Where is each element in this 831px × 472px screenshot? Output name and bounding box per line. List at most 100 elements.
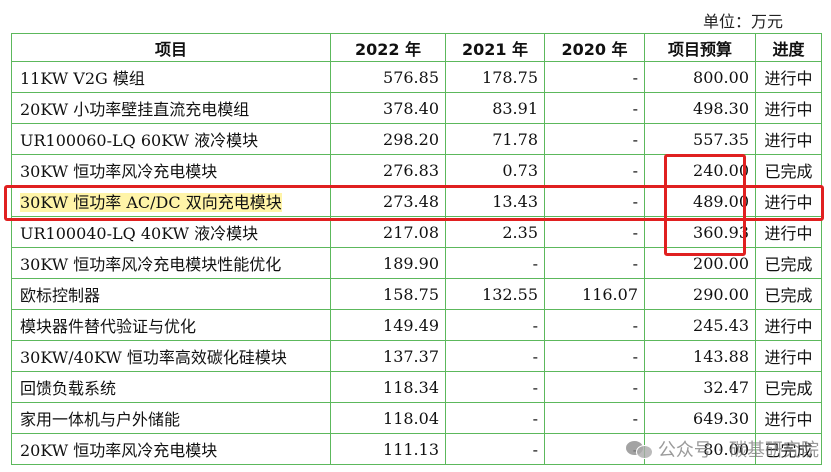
- project-name: 30KW 恒功率风冷充电模块: [20, 162, 218, 181]
- cell-project: 11KW V2G 模组: [11, 61, 331, 93]
- cell-2020: -: [544, 309, 645, 341]
- cell-2022: 378.40: [330, 92, 446, 124]
- cell-budget: 557.35: [644, 123, 756, 155]
- cell-project: 30KW 恒功率 AC/DC 双向充电模块: [11, 185, 331, 217]
- cell-2022: 298.20: [330, 123, 446, 155]
- project-name: 20KW 恒功率风冷充电模块: [20, 441, 218, 460]
- cell-progress: 已完成: [755, 247, 822, 279]
- cell-project: 欧标控制器: [11, 278, 331, 310]
- cell-progress: 进行中: [755, 402, 822, 434]
- cell-2021: 132.55: [445, 278, 545, 310]
- table-row: 30KW 恒功率 AC/DC 双向充电模块 273.48 13.43-489.00 进…: [11, 185, 822, 217]
- cell-2022: 273.48: [330, 185, 446, 217]
- wechat-icon: [625, 439, 653, 459]
- cell-project: 30KW/40KW 恒功率高效碳化硅模块: [11, 340, 331, 372]
- cell-2020: -: [544, 61, 645, 93]
- cell-project: 回馈负载系统: [11, 371, 331, 403]
- cell-2021: -: [445, 402, 545, 434]
- cell-budget: 80.00: [644, 433, 756, 465]
- cell-2020: -: [544, 247, 645, 279]
- cell-progress: 已完成: [755, 154, 822, 186]
- cell-2021: -: [445, 247, 545, 279]
- cell-2022: 217.08: [330, 216, 446, 248]
- table-row: 家用一体机与户外储能 118.04- -649.30 进行中: [11, 402, 822, 434]
- table-row: 欧标控制器 158.75 132.55 116.07 290.00 已完成: [11, 278, 822, 310]
- cell-budget: 290.00: [644, 278, 756, 310]
- header-2022: 2022 年: [330, 33, 446, 62]
- cell-2022: 149.49: [330, 309, 446, 341]
- cell-budget: 200.00: [644, 247, 756, 279]
- cell-progress: 进行中: [755, 309, 822, 341]
- cell-2022: 137.37: [330, 340, 446, 372]
- project-name: UR100040-LQ 40KW 液冷模块: [20, 224, 259, 243]
- table-row: 30KW 恒功率风冷充电模块 276.83 0.73-240.00 已完成: [11, 154, 822, 186]
- cell-budget: 32.47: [644, 371, 756, 403]
- cell-progress: 进行中: [755, 340, 822, 372]
- table-row: 20KW 小功率壁挂直流充电模组 378.40 83.91-498.30 进行中: [11, 92, 822, 124]
- project-name: 家用一体机与户外储能: [20, 410, 181, 429]
- header-2020: 2020 年: [544, 33, 645, 62]
- project-name: 30KW 恒功率 AC/DC 双向充电模块: [20, 193, 282, 212]
- project-name: 11KW V2G 模组: [20, 69, 145, 88]
- project-name: 回馈负载系统: [20, 379, 117, 398]
- cell-2020: -: [544, 402, 645, 434]
- cell-2022: 189.90: [330, 247, 446, 279]
- header-project: 项目: [11, 33, 331, 62]
- cell-progress: 进行中: [755, 185, 822, 217]
- cell-2022: 576.85: [330, 61, 446, 93]
- cell-2021: 71.78: [445, 123, 545, 155]
- cell-2020: -: [544, 340, 645, 372]
- table-row: UR100060-LQ 60KW 液冷模块 298.20 71.78-557.35 进…: [11, 123, 822, 155]
- watermark-text: 公众号 · 碳基研究院: [657, 440, 819, 461]
- cell-2020: 116.07: [544, 278, 645, 310]
- header-2021: 2021 年: [445, 33, 545, 62]
- cell-budget: 800.00: [644, 61, 756, 93]
- cell-progress: 进行中: [755, 216, 822, 248]
- cell-budget: 489.00: [644, 185, 756, 217]
- cell-progress: 已完成: [755, 371, 822, 403]
- cell-budget: 245.43: [644, 309, 756, 341]
- cell-2022: 118.34: [330, 371, 446, 403]
- project-name: 欧标控制器: [20, 286, 101, 305]
- cell-project: 模块器件替代验证与优化: [11, 309, 331, 341]
- table-row: 模块器件替代验证与优化 149.49- -245.43 进行中: [11, 309, 822, 341]
- table-row: 11KW V2G 模组 576.85 178.75-800.00 进行中: [11, 61, 822, 93]
- project-name: 30KW 恒功率风冷充电模块性能优化: [20, 255, 282, 274]
- cell-progress: 进行中: [755, 123, 822, 155]
- table-body: 11KW V2G 模组 576.85 178.75-800.00 进行中 20KW 小功…: [11, 61, 822, 465]
- cell-budget: 143.88: [644, 340, 756, 372]
- project-name: UR100060-LQ 60KW 液冷模块: [20, 131, 259, 150]
- cell-2020: -: [544, 92, 645, 124]
- rd-project-table: 项目 2022 年 2021 年 2020 年 项目预算 进度 11KW V2G…: [11, 33, 822, 465]
- unit-label: 单位：万元: [702, 12, 783, 31]
- cell-progress: 进行中: [755, 92, 822, 124]
- cell-2022: 276.83: [330, 154, 446, 186]
- cell-project: 30KW 恒功率风冷充电模块性能优化: [11, 247, 331, 279]
- project-name: 30KW/40KW 恒功率高效碳化硅模块: [20, 348, 287, 367]
- cell-budget: 360.93: [644, 216, 756, 248]
- cell-2021: 13.43: [445, 185, 545, 217]
- cell-2020: -: [544, 123, 645, 155]
- cell-project: UR100040-LQ 40KW 液冷模块: [11, 216, 331, 248]
- project-name: 模块器件替代验证与优化: [20, 317, 197, 336]
- cell-project: 家用一体机与户外储能: [11, 402, 331, 434]
- cell-project: 20KW 恒功率风冷充电模块: [11, 433, 331, 465]
- cell-2021: -: [445, 340, 545, 372]
- cell-progress: 已完成: [755, 433, 822, 465]
- project-name: 20KW 小功率壁挂直流充电模组: [20, 100, 250, 119]
- cell-project: UR100060-LQ 60KW 液冷模块: [11, 123, 331, 155]
- cell-progress: 已完成: [755, 278, 822, 310]
- cell-project: 20KW 小功率壁挂直流充电模组: [11, 92, 331, 124]
- cell-2021: -: [445, 309, 545, 341]
- cell-2020: -: [544, 185, 645, 217]
- table-row: 30KW 恒功率风冷充电模块性能优化 189.90- -200.00 已完成: [11, 247, 822, 279]
- cell-2020: -: [544, 371, 645, 403]
- cell-project: 30KW 恒功率风冷充电模块: [11, 154, 331, 186]
- header-progress: 进度: [755, 33, 822, 62]
- cell-2021: 2.35: [445, 216, 545, 248]
- cell-progress: 进行中: [755, 61, 822, 93]
- table-row: UR100040-LQ 40KW 液冷模块 217.08 2.35-360.93 进行…: [11, 216, 822, 248]
- watermark: 公众号 · 碳基研究院: [625, 436, 819, 462]
- cell-2020: -: [544, 154, 645, 186]
- table-row: 回馈负载系统 118.34- -32.47 已完成: [11, 371, 822, 403]
